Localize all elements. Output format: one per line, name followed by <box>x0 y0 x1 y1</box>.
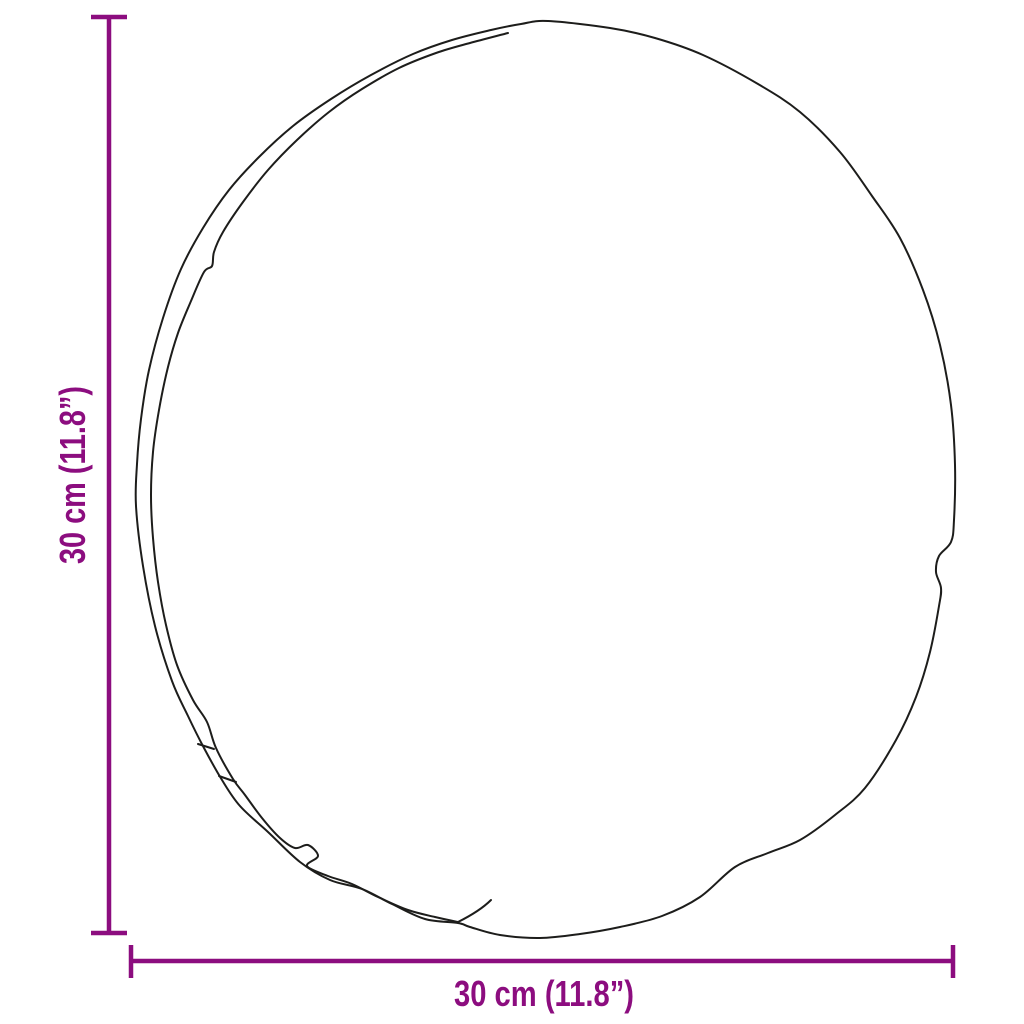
width-dimension: 30 cm (11.8”) <box>128 945 956 1014</box>
cushion-seam-spur <box>457 899 492 923</box>
cushion-seam-line <box>150 32 509 923</box>
stitch-mark <box>197 743 215 750</box>
height-dimension: 30 cm (11.8”) <box>52 14 127 936</box>
cushion-outline-group <box>134 19 957 940</box>
width-dimension-label: 30 cm (11.8”) <box>454 973 634 1014</box>
height-dimension-label: 30 cm (11.8”) <box>52 386 93 564</box>
stitch-mark <box>218 775 237 783</box>
cushion-outline <box>134 19 957 940</box>
